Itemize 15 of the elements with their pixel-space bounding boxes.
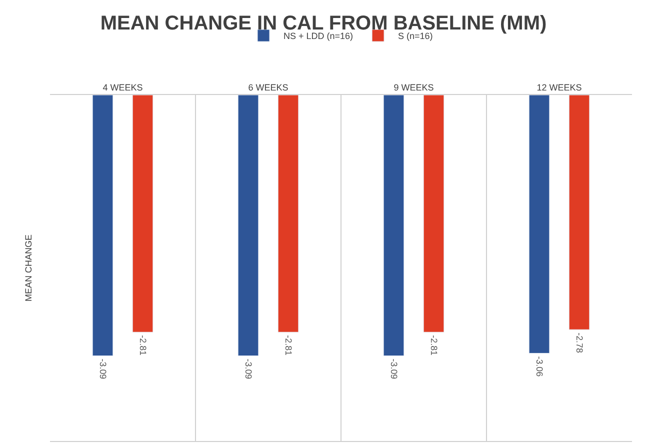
data-label: -2.78 xyxy=(574,332,584,353)
legend-label: NS + LDD (n=16) xyxy=(284,31,354,42)
data-label: -3.09 xyxy=(388,358,399,380)
x-tick-label: 4 WEEKS xyxy=(102,82,143,92)
data-label: -3.09 xyxy=(98,358,108,380)
x-tick-label: 12 WEEKS xyxy=(536,82,582,92)
data-label: -2.81 xyxy=(428,335,439,356)
data-label: -2.81 xyxy=(138,335,148,356)
data-label: -3.06 xyxy=(534,356,544,377)
x-tick-label: 6 WEEKS xyxy=(248,82,288,92)
data-label: -2.81 xyxy=(283,335,294,356)
legend-label: S (n=16) xyxy=(398,31,433,42)
data-label: -3.09 xyxy=(243,358,254,380)
y-axis-title: MEAN CHANGE xyxy=(23,234,34,302)
x-tick-label: 9 WEEKS xyxy=(394,82,434,92)
